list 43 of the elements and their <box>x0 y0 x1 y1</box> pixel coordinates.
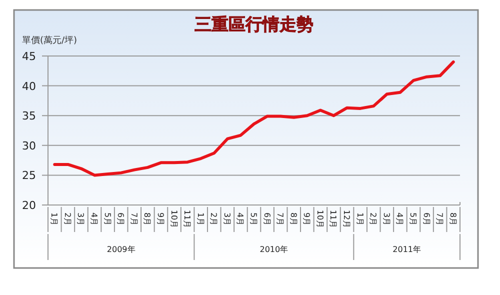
x-tick-label: 7月 <box>435 212 444 226</box>
y-axis-title: 單價(萬元/坪) <box>22 35 78 46</box>
x-tick-label: 1月 <box>196 212 205 226</box>
x-tick-label: 3月 <box>76 212 86 226</box>
x-tick-label: 6月 <box>262 212 272 226</box>
x-tick-label: 7月 <box>129 212 138 226</box>
x-tick-label: 2月 <box>368 212 378 226</box>
x-tick-label: 6月 <box>422 212 431 226</box>
x-tick-label: 5月 <box>249 212 258 226</box>
x-tick-label: 1月 <box>50 212 59 226</box>
x-tick-label: 5月 <box>102 212 112 226</box>
x-tick-label: 12月 <box>342 210 352 228</box>
y-tick-label: 30 <box>22 139 36 152</box>
x-tick-label: 4月 <box>90 212 99 226</box>
x-tick-label: 8月 <box>142 212 152 226</box>
x-tick-label: 5月 <box>408 212 418 226</box>
x-tick-label: 8月 <box>288 212 298 226</box>
x-tick-label: 2月 <box>209 212 218 226</box>
line-series <box>53 60 455 177</box>
x-tick-label: 6月 <box>116 212 126 226</box>
y-tick-label: 25 <box>22 169 36 182</box>
x-tick-label: 11月 <box>182 210 192 228</box>
x-tick-label: 10月 <box>169 210 178 228</box>
chart-title: 三重區行情走勢 <box>194 15 314 35</box>
text: 2010年 <box>260 245 288 254</box>
x-tick-label: 3月 <box>222 212 232 226</box>
x-tick-label: 8月 <box>448 212 458 226</box>
text: 2009年 <box>106 245 136 254</box>
x-tick-label: 4月 <box>236 212 245 226</box>
y-tick-label: 40 <box>22 80 36 93</box>
text: 2011年 <box>392 245 422 254</box>
x-tick-label: 9月 <box>302 212 312 226</box>
x-tick-label: 2月 <box>62 212 72 226</box>
x-tick-label: 4月 <box>395 212 404 226</box>
x-tick-label: 10月 <box>315 210 324 228</box>
y-tick-label: 35 <box>22 110 36 123</box>
x-tick-label: 7月 <box>276 212 285 226</box>
x-tick-label: 9月 <box>156 212 165 226</box>
x-tick-label: 1月 <box>355 212 364 226</box>
y-tick-label: 20 <box>22 199 36 212</box>
y-tick-label: 45 <box>22 50 36 63</box>
x-tick-label: 11月 <box>328 210 338 228</box>
x-tick-label: 3月 <box>382 212 391 226</box>
